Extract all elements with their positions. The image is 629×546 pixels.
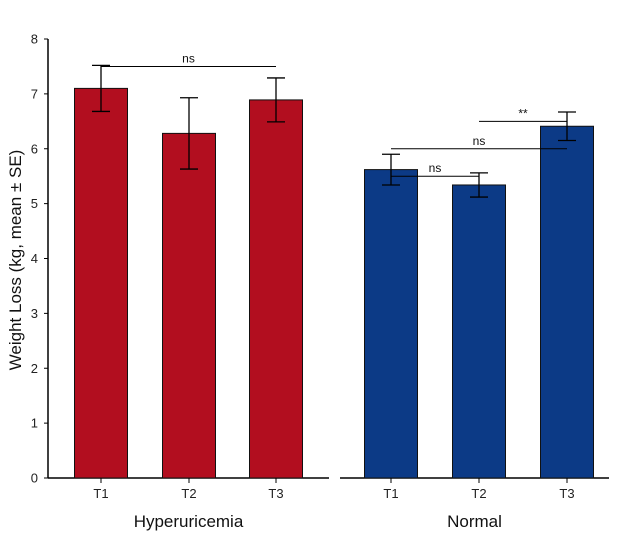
bar bbox=[249, 99, 303, 479]
y-axis-title: Weight Loss (kg, mean ± SE) bbox=[6, 150, 25, 371]
x-tick-label: T2 bbox=[471, 486, 486, 501]
bar bbox=[452, 184, 506, 479]
bar bbox=[364, 169, 418, 479]
panel-normal: T1 T2 T3 ns ns ** Normal bbox=[340, 106, 609, 531]
y-tick-label: 6 bbox=[31, 141, 38, 156]
y-tick-label: 7 bbox=[31, 86, 38, 101]
y-tick-label: 1 bbox=[31, 416, 38, 431]
x-tick-label: T1 bbox=[93, 486, 108, 501]
group-label: Hyperuricemia bbox=[134, 512, 244, 531]
y-tick-label: 3 bbox=[31, 306, 38, 321]
x-tick-label: T1 bbox=[383, 486, 398, 501]
panel-hyperuricemia: T1 T2 T3 ns Hyperuricemia bbox=[48, 51, 329, 531]
group-label: Normal bbox=[447, 512, 502, 531]
significance-label: ** bbox=[518, 106, 528, 120]
significance-label: ns bbox=[182, 51, 195, 65]
y-tick-label: 4 bbox=[31, 251, 38, 266]
y-tick-label: 0 bbox=[31, 471, 38, 486]
y-tick-label: 5 bbox=[31, 196, 38, 211]
x-tick-label: T2 bbox=[181, 486, 196, 501]
chart-panels: T1 T2 T3 ns Hyperuricemia T1 T2 T3 ns ns ** Normal bbox=[48, 51, 609, 531]
bar bbox=[540, 125, 594, 479]
bar bbox=[74, 87, 128, 479]
y-tick-label: 8 bbox=[31, 32, 38, 47]
x-tick-label: T3 bbox=[559, 486, 574, 501]
y-tick-label: 2 bbox=[31, 361, 38, 376]
significance-label: ns bbox=[429, 161, 442, 175]
bar bbox=[162, 132, 216, 479]
x-tick-label: T3 bbox=[268, 486, 283, 501]
significance-label: ns bbox=[473, 134, 486, 148]
y-axis: 0 1 2 3 4 5 6 7 8 bbox=[31, 32, 49, 486]
